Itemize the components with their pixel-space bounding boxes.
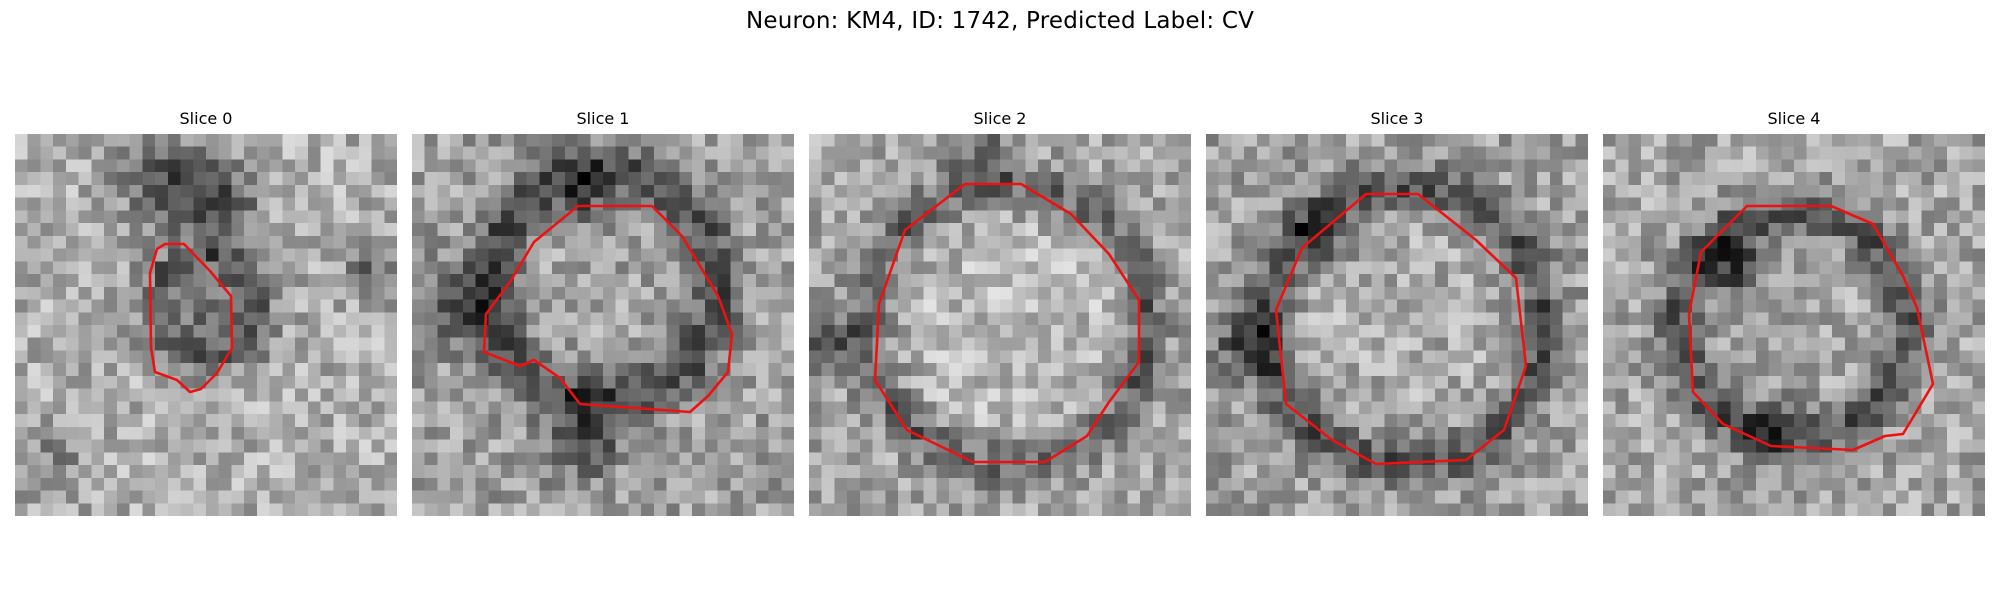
slice-3-panel — [1206, 134, 1588, 516]
slice-0-contour-line — [148, 242, 234, 394]
slice-2-panel — [809, 134, 1191, 516]
slice-3-contour-line — [1274, 192, 1528, 466]
panel-title-slice-1: Slice 1 — [576, 109, 630, 128]
panel-title-slice-4: Slice 4 — [1767, 109, 1821, 128]
panel-title-slice-3: Slice 3 — [1370, 109, 1424, 128]
slice-3-image — [1206, 134, 1588, 516]
panel-title-slice-0: Slice 0 — [179, 109, 233, 128]
slice-3-contour — [1274, 192, 1528, 466]
slice-1-panel — [412, 134, 794, 516]
slice-1-contour — [482, 204, 734, 414]
slice-2-image — [809, 134, 1191, 516]
slice-0-image — [15, 134, 397, 516]
slice-1-image — [412, 134, 794, 516]
slice-2-contour — [873, 182, 1141, 464]
slice-2-contour-line — [873, 182, 1141, 464]
slice-4-contour — [1687, 204, 1935, 452]
figure-title: Neuron: KM4, ID: 1742, Predicted Label: … — [745, 8, 1255, 34]
panel-title-slice-2: Slice 2 — [973, 109, 1027, 128]
slice-1-contour-line — [482, 204, 734, 414]
slice-0-panel — [15, 134, 397, 516]
slice-0-contour — [148, 242, 234, 394]
slice-4-panel — [1603, 134, 1985, 516]
slice-4-contour-line — [1687, 204, 1935, 452]
